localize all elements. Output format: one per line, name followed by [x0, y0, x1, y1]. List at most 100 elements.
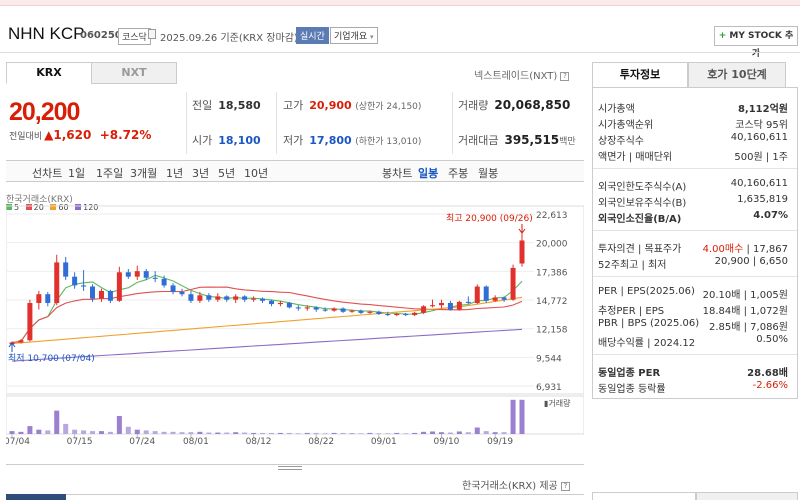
candle [322, 309, 328, 311]
high-arrow-icon [518, 224, 526, 234]
volume-bar [492, 432, 498, 434]
candle [465, 301, 471, 303]
high-annotation: 최고 20,900 (09/26) [446, 213, 533, 224]
volume-bar [72, 429, 78, 434]
candle [143, 271, 149, 278]
open-price: 시가 18,100 [192, 134, 261, 147]
candle [501, 297, 507, 300]
tab-krx[interactable]: KRX [6, 62, 92, 84]
tab-weekly[interactable]: 주봉 [448, 167, 469, 180]
resize-grip-icon[interactable] [278, 466, 302, 470]
candle [27, 302, 33, 341]
right-bottom-tab[interactable] [592, 492, 696, 500]
tab-orderbook-10[interactable]: 호가 10단계 [688, 62, 786, 88]
tab-5year[interactable]: 5년 [218, 167, 236, 180]
tab-nxt[interactable]: NXT [91, 62, 177, 84]
prev-close: 전일 18,580 [192, 99, 261, 112]
tab-daily[interactable]: 일봉 [418, 167, 439, 180]
tab-monthly[interactable]: 월봉 [478, 167, 499, 180]
candle [268, 300, 274, 305]
price-change: 전일대비 ▲1,620 +8.72% [9, 128, 152, 142]
nextrade-link[interactable]: 넥스트레이드(NXT) ? [474, 67, 570, 82]
realtime-button[interactable]: 실시간 [296, 27, 329, 44]
candle [421, 306, 427, 313]
tab-1week[interactable]: 1주일 [96, 167, 124, 180]
tab-10year[interactable]: 10년 [244, 167, 269, 180]
document-icon [148, 29, 156, 39]
info-row: 외국인소진율(B/A) 4.07% [598, 210, 788, 225]
volume-bar [143, 430, 149, 434]
info-value: 40,160,611 [730, 178, 788, 189]
candle [438, 302, 444, 306]
candle [367, 311, 373, 313]
volume-bar [81, 430, 87, 434]
info-row: PBR | BPS (2025.06) 2.85배 | 7,086원 [598, 318, 788, 333]
info-row: 투자의견 | 목표주가 4.00매수 | 17,867 [598, 240, 788, 255]
candle [304, 307, 310, 309]
candle [447, 302, 453, 310]
high-price: 고가 20,900 (상한가 24,150) [283, 99, 422, 112]
candle [45, 294, 51, 303]
volume-bar [394, 432, 400, 434]
candle [492, 297, 498, 301]
legend-swatch-120 [75, 204, 82, 210]
x-tick-label: 07/15 [67, 437, 93, 447]
info-value: 1,635,819 [737, 194, 788, 205]
tab-investment-info[interactable]: 투자정보 [592, 62, 688, 88]
chart-exchange-label: 한국거래소(KRX) [6, 195, 73, 205]
volume-bar [322, 433, 328, 434]
x-tick-label: 09/19 [487, 437, 513, 447]
tab-candle-chart[interactable]: 봉차트 [382, 167, 413, 180]
volume-bar [215, 432, 221, 434]
help-icon[interactable]: ? [560, 481, 570, 491]
candle [152, 277, 158, 279]
trade-amount: 거래대금 395,515백만 [458, 133, 576, 147]
candle [81, 285, 87, 287]
candle [295, 307, 301, 309]
volume-bar [456, 431, 462, 434]
info-label: 외국인보유주식수(B) [598, 198, 687, 209]
info-value: 2.85배 | 7,086원 [708, 322, 788, 333]
candle [358, 310, 364, 313]
low-arrow-icon [8, 342, 16, 352]
right-bottom-tab[interactable] [696, 492, 798, 500]
info-label: PER | EPS(2025.06) [598, 286, 695, 297]
volume-bar [358, 433, 364, 434]
candle [251, 298, 257, 300]
investment-info-table: 시가총액 8,112억원 시가총액순위 코스닥 95위 상장주식수 40,160,611 액… [592, 87, 798, 399]
stock-header: NHN KCP 060250 코스닥 2025.09.26 기준(KRX 장마감… [0, 22, 800, 59]
candle [474, 286, 480, 303]
quote-divider [276, 92, 277, 154]
info-row: 상장주식수 40,160,611 [598, 132, 788, 147]
quote-divider [452, 92, 453, 154]
price-chart[interactable]: 22,613 20,000 17,386 14,772 12,158 9,544 6,931… [6, 186, 584, 456]
tab-1year[interactable]: 1년 [166, 167, 184, 180]
ma-line-60 [11, 296, 523, 345]
plus-icon: + [718, 31, 727, 41]
corp-info-dropdown[interactable]: 기업개요 ▾ [330, 27, 378, 44]
y-tick-label: 14,772 [536, 297, 568, 307]
volume-bar [510, 399, 516, 434]
volume-bar [45, 430, 51, 434]
info-label: 액면가 | 매매단위 [598, 152, 673, 163]
info-value: 4.07% [753, 210, 788, 221]
volume-bar [224, 432, 230, 434]
help-icon[interactable]: ? [560, 71, 570, 81]
volume-bar [170, 431, 176, 434]
volume-bar [107, 431, 113, 434]
change-label: 전일대비 [9, 132, 43, 142]
candle [54, 262, 60, 303]
volume-bar [197, 431, 203, 434]
candle [340, 308, 346, 312]
tab-line-chart[interactable]: 선차트 [32, 167, 63, 180]
tab-3year[interactable]: 3년 [192, 167, 210, 180]
info-row: 동일업종 등락률 -2.66% [598, 380, 788, 395]
tab-3month[interactable]: 3개월 [130, 167, 158, 180]
legend-swatch-60 [50, 204, 57, 210]
info-value: 20.10배 | 1,005원 [702, 290, 788, 301]
bottom-tab-active[interactable] [6, 494, 66, 500]
add-mystock-button[interactable]: + MY STOCK 추가 [714, 26, 798, 59]
volume-label: ▮거래량 [544, 398, 571, 408]
tab-1day[interactable]: 1일 [68, 167, 86, 180]
info-value: 0.50% [756, 334, 788, 345]
